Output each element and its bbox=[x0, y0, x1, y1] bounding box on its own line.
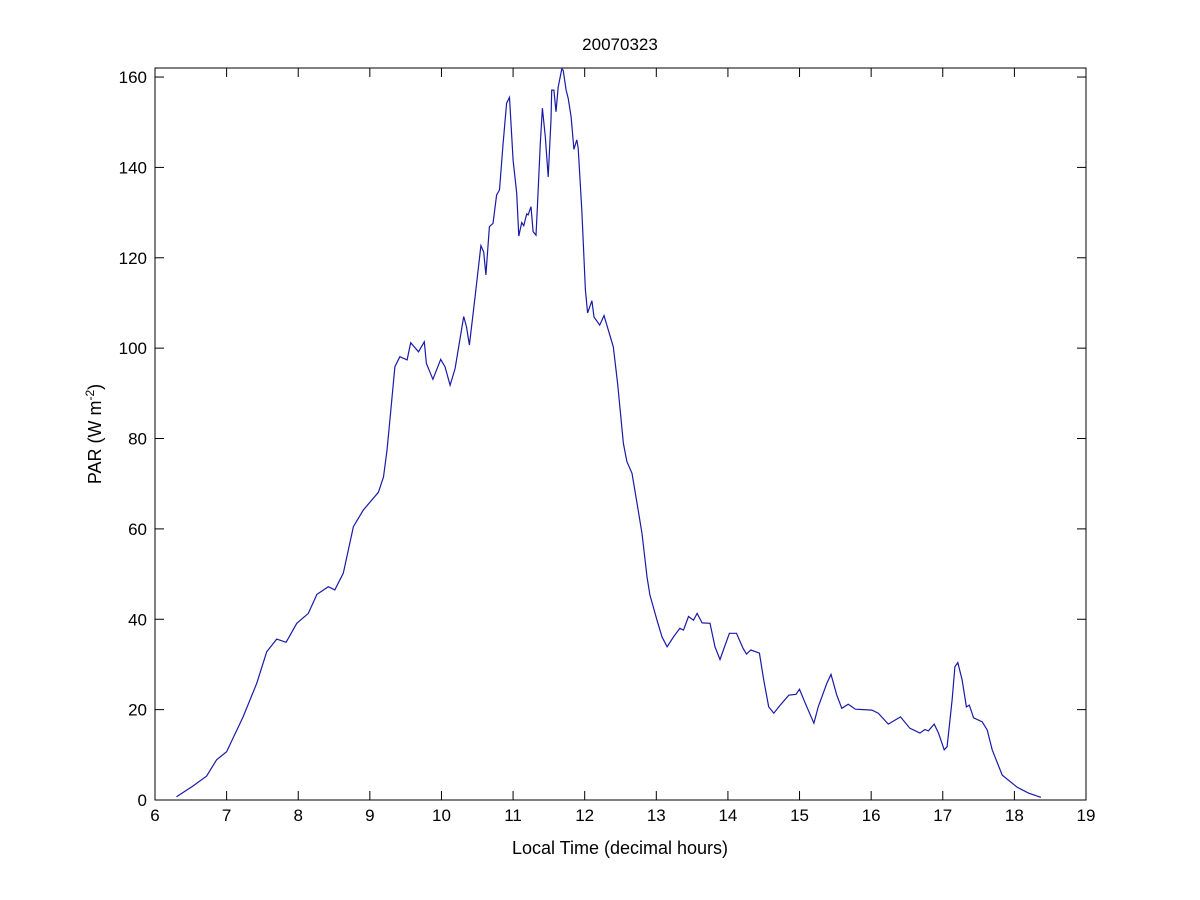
y-tick-label: 0 bbox=[138, 791, 147, 810]
x-tick-label: 19 bbox=[1077, 806, 1096, 825]
x-tick-label: 16 bbox=[862, 806, 881, 825]
x-tick-label: 9 bbox=[365, 806, 374, 825]
y-axis-label-end: ) bbox=[85, 384, 105, 390]
x-tick-label: 15 bbox=[790, 806, 809, 825]
y-axis-label-main: PAR (W m bbox=[85, 401, 105, 485]
x-tick-label: 17 bbox=[933, 806, 952, 825]
tick-labels: 6 7 8 9 10 11 12 13 14 15 16 17 18 19 0 20 40 60 80 100 120 1… bbox=[119, 68, 1096, 825]
x-tick-label: 12 bbox=[575, 806, 594, 825]
y-tick-label: 160 bbox=[119, 68, 147, 87]
y-tick-label: 140 bbox=[119, 158, 147, 177]
plot-area bbox=[154, 67, 1087, 801]
axis-ticks bbox=[154, 68, 1087, 801]
y-tick-label: 40 bbox=[128, 610, 147, 629]
x-axis-label: Local Time (decimal hours) bbox=[512, 838, 728, 858]
x-tick-label: 11 bbox=[504, 806, 522, 825]
x-tick-label: 6 bbox=[150, 806, 159, 825]
x-tick-label: 14 bbox=[718, 806, 737, 825]
y-tick-label: 60 bbox=[128, 520, 147, 539]
y-tick-label: 80 bbox=[128, 430, 147, 449]
x-tick-label: 13 bbox=[647, 806, 666, 825]
x-tick-label: 8 bbox=[293, 806, 302, 825]
y-axis-label: PAR (W m-2) bbox=[83, 384, 105, 484]
y-axis-label-exponent: -2 bbox=[83, 390, 97, 401]
chart-title: 20070323 bbox=[582, 35, 658, 54]
y-tick-label: 120 bbox=[119, 249, 147, 268]
y-tick-label: 20 bbox=[128, 701, 147, 720]
x-tick-label: 18 bbox=[1005, 806, 1024, 825]
x-tick-label: 7 bbox=[222, 806, 231, 825]
par-series-line bbox=[176, 67, 1042, 798]
x-tick-label: 10 bbox=[432, 806, 451, 825]
y-tick-label: 100 bbox=[119, 339, 147, 358]
